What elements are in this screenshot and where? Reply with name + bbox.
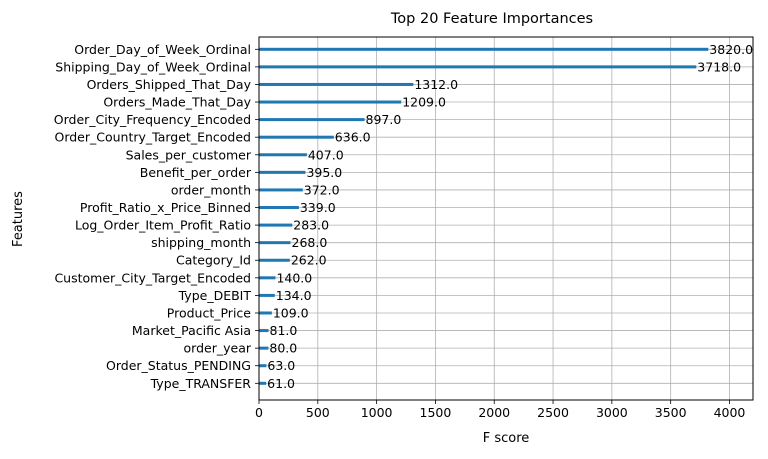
y-axis-label: Features [11,191,26,247]
bar [259,206,299,210]
bar [259,100,402,104]
y-tick-label: shipping_month [151,235,251,250]
bar [259,118,365,122]
x-tick-label: 0 [255,405,263,420]
y-tick-label: Log_Order_Item_Profit_Ratio [75,218,251,233]
y-tick-label: Order_Country_Target_Encoded [54,130,251,145]
y-tick-label: Orders_Shipped_That_Day [87,77,252,92]
x-tick-label: 1500 [420,405,452,420]
bar [259,135,334,139]
y-tick-label: Product_Price [167,305,252,320]
bar [259,276,276,280]
bar [259,188,303,192]
value-label: 339.0 [300,200,336,215]
y-tick-label: Orders_Made_That_Day [103,95,251,110]
bar [259,170,306,174]
x-axis-ticks: 0 500 1000 1500 2000 2500 3000 3500 4000 [255,400,745,420]
bar [259,65,697,69]
value-label: 262.0 [291,253,327,268]
y-tick-label: Order_Day_of_Week_Ordinal [74,42,251,57]
bar [259,346,269,350]
x-tick-label: 4000 [714,405,746,420]
y-tick-label: Customer_City_Target_Encoded [54,270,251,285]
y-tick-label: order_month [171,182,251,197]
value-label: 636.0 [335,130,371,145]
y-axis-ticks: Order_Day_of_Week_Ordinal Shipping_Day_of… [54,42,259,391]
value-label: 897.0 [366,112,402,127]
value-label: 1209.0 [402,95,446,110]
value-label: 395.0 [306,165,342,180]
y-tick-label: Order_Status_PENDING [106,358,251,373]
value-label: 407.0 [308,147,344,162]
bar [259,311,272,315]
x-tick-label: 2500 [537,405,569,420]
x-tick-label: 3500 [655,405,687,420]
x-tick-label: 1000 [361,405,393,420]
y-tick-label: Benefit_per_order [140,165,252,180]
y-tick-label: Sales_per_customer [126,147,252,162]
x-tick-label: 2000 [478,405,510,420]
y-tick-label: Order_City_Frequency_Encoded [54,112,251,127]
bar [259,223,293,227]
bar [259,241,291,245]
bar [259,293,275,297]
value-label: 3718.0 [697,59,741,74]
plot-frame [258,36,754,401]
value-label: 61.0 [267,376,295,391]
value-label: 268.0 [292,235,328,250]
value-label: 140.0 [276,270,312,285]
x-tick-label: 3000 [596,405,628,420]
bar [259,258,290,262]
bar [259,381,267,385]
value-label: 1312.0 [414,77,458,92]
value-label: 80.0 [269,341,297,356]
bar [259,47,709,51]
x-tick-label: 500 [306,405,330,420]
value-label: 372.0 [304,182,340,197]
bars [259,47,709,385]
y-tick-label: Market_Pacific Asia [132,323,251,338]
y-tick-label: Category_Id [176,253,251,268]
value-label: 283.0 [293,218,329,233]
bar [259,82,414,86]
chart-title: Top 20 Feature Importances [390,11,593,27]
bar [259,364,267,368]
y-tick-label: Profit_Ratio_x_Price_Binned [80,200,251,215]
value-label: 134.0 [276,288,312,303]
value-label: 109.0 [273,305,309,320]
value-label: 81.0 [270,323,298,338]
value-label: 3820.0 [709,42,753,57]
y-tick-label: Type_TRANSFER [150,376,252,391]
value-label: 63.0 [267,358,295,373]
bar [259,153,307,157]
y-tick-label: Type_DEBIT [178,288,252,303]
bar [259,329,269,333]
x-axis-label: F score [483,431,530,446]
y-tick-label: Shipping_Day_of_Week_Ordinal [55,59,251,74]
y-tick-label: order_year [184,341,252,356]
